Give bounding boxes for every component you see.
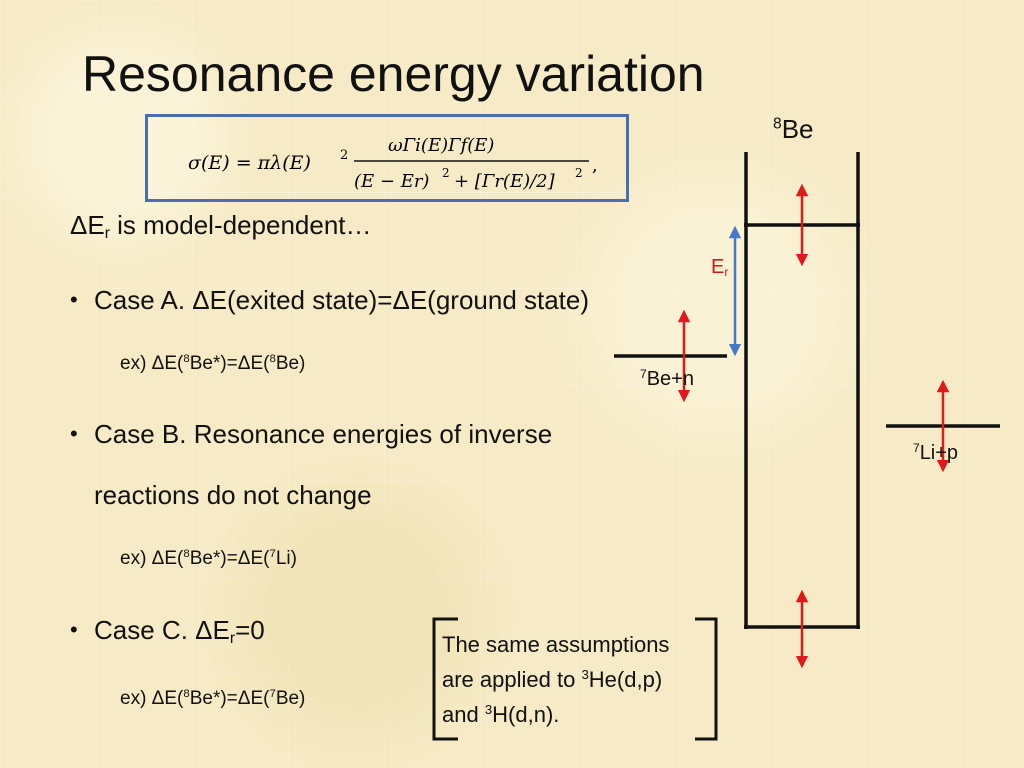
note-line3: and 3H(d,n). xyxy=(442,702,560,727)
formula-denominator-part1: (E − Er) xyxy=(354,171,429,192)
formula-trailing: , xyxy=(592,155,598,176)
formula-lhs: σ(E) = πλ(E) xyxy=(188,152,311,174)
case-b-label-line2: reactions do not change xyxy=(94,480,372,510)
note-line1: The same assumptions xyxy=(442,632,670,657)
case-c-example: ex) ΔE(8Be*)=ΔE(7Be) xyxy=(120,688,306,709)
intro-suffix: is model-dependent… xyxy=(109,210,372,240)
case-b-example: ex) ΔE(8Be*)=ΔE(7Li) xyxy=(120,548,297,569)
intro-prefix: ΔE xyxy=(70,210,105,240)
label-8be: 8Be xyxy=(773,114,814,144)
formula-numerator: ωΓi(E)Γf(E) xyxy=(388,135,494,156)
bullet-case-b: • xyxy=(70,421,78,446)
formula-denominator-exp2: 2 xyxy=(575,166,583,180)
intro-sub: r xyxy=(104,224,110,242)
page-title: Resonance energy variation xyxy=(82,46,705,102)
case-c-label: Case C. ΔEr=0 xyxy=(94,615,265,647)
formula-denominator-exp1: 2 xyxy=(442,166,450,180)
note-right-bracket xyxy=(695,617,718,741)
cross-section-formula: σ(E) = πλ(E) 2 ωΓi(E)Γf(E) (E − Er) 2 + … xyxy=(188,135,598,192)
model-dependent-line: ΔEr is model-dependent… xyxy=(70,210,372,242)
case-b-label-line1: Case B. Resonance energies of inverse xyxy=(94,419,553,449)
formula-box: σ(E) = πλ(E) 2 ωΓi(E)Γf(E) (E − Er) 2 + … xyxy=(145,114,629,202)
bullet-case-a: • xyxy=(70,287,78,312)
case-a-label: Case A. ΔE(exited state)=ΔE(ground state… xyxy=(94,285,590,315)
note-line2: are applied to 3He(d,p) xyxy=(442,667,663,692)
assumption-note: The same assumptions are applied to 3He(… xyxy=(442,627,669,732)
label-7be-n: 7Be+n xyxy=(640,366,694,390)
label-7li-p: 7Li+p xyxy=(913,440,959,464)
formula-lhs-exp: 2 xyxy=(340,148,348,163)
label-er: Er xyxy=(711,256,729,279)
case-a-example: ex) ΔE(8Be*)=ΔE(8Be) xyxy=(120,353,306,374)
formula-denominator-part2: + [Γr(E)/2] xyxy=(454,171,556,192)
bullet-case-c: • xyxy=(70,617,78,642)
